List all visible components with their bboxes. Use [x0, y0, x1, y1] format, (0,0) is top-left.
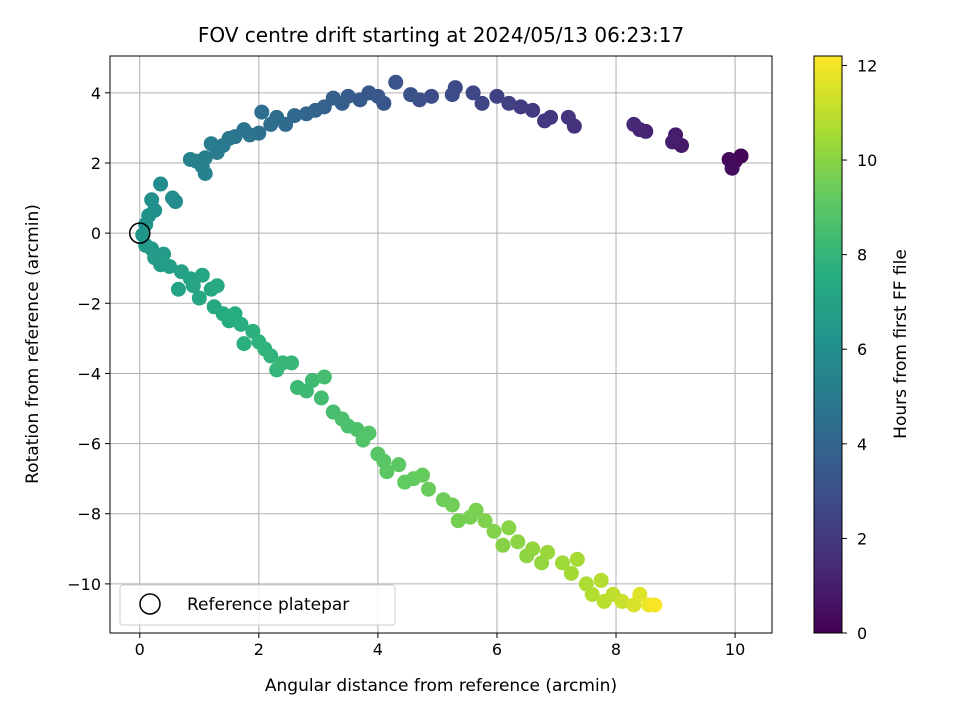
scatter-point: [540, 544, 556, 560]
x-axis-ticks: 0 2 4 6 8 10: [135, 633, 745, 659]
colorbar-ticks: 0 2 4 6 8 10 12: [842, 56, 877, 643]
scatter-points: [135, 74, 749, 613]
scatter-point: [352, 92, 368, 108]
legend-marker: [139, 593, 161, 615]
scatter-point: [423, 88, 439, 104]
colorbar-tick-label: 6: [857, 340, 867, 359]
scatter-point: [379, 464, 395, 480]
scatter-point: [361, 425, 377, 441]
x-axis-label: Angular distance from reference (arcmin): [265, 676, 617, 696]
scatter-point: [233, 316, 249, 332]
scatter-point: [477, 513, 493, 529]
scatter-point: [304, 372, 320, 388]
scatter-point: [537, 113, 553, 129]
scatter-point: [501, 95, 517, 111]
legend-entry-reference: Reference platepar: [187, 595, 349, 615]
scatter-point: [191, 290, 207, 306]
chart-title: FOV centre drift starting at 2024/05/13 …: [198, 23, 684, 47]
scatter-point: [626, 116, 642, 132]
y-tick-label: 0: [91, 224, 101, 243]
scatter-point: [209, 278, 225, 294]
scatter-point: [182, 151, 198, 167]
scatter-point: [525, 541, 541, 557]
scatter-point: [724, 160, 740, 176]
scatter-point: [486, 523, 502, 539]
scatter-point: [614, 593, 630, 609]
x-tick-label: 8: [611, 640, 621, 659]
scatter-point: [420, 481, 436, 497]
plot-frame: [109, 55, 773, 634]
colorbar: 0 2 4 6 8 10 12 Hours from first FF file: [813, 55, 911, 643]
colorbar-tick-label: 4: [857, 435, 867, 454]
scatter-point: [489, 88, 505, 104]
scatter-point: [510, 534, 526, 550]
reference-platepar-marker: [129, 222, 151, 244]
colorbar-tick-label: 8: [857, 246, 867, 265]
colorbar-tick-label: 2: [857, 529, 867, 548]
y-axis-ticks: −10 −8 −6 −4 −2 0 2 4: [67, 84, 110, 594]
scatter-point: [263, 116, 279, 132]
y-tick-label: 4: [91, 84, 101, 103]
scatter-point: [236, 336, 252, 352]
scatter-point: [468, 502, 484, 518]
scatter-point: [298, 106, 314, 122]
colorbar-label: Hours from first FF file: [891, 249, 911, 439]
scatter-point: [165, 190, 181, 206]
scatter-point: [197, 166, 213, 182]
colorbar-gradient: [813, 55, 843, 634]
scatter-point: [162, 258, 178, 274]
scatter-point: [203, 136, 219, 152]
scatter-point: [194, 267, 210, 283]
y-tick-label: −4: [77, 364, 101, 383]
scatter-point: [313, 390, 329, 406]
x-tick-label: 6: [492, 640, 502, 659]
scatter-point: [465, 85, 481, 101]
x-tick-label: 0: [135, 640, 145, 659]
scatter-point: [584, 586, 600, 602]
y-tick-label: −6: [77, 435, 101, 454]
scatter-point: [647, 597, 663, 613]
scatter-point: [665, 134, 681, 150]
scatter-point: [153, 176, 169, 192]
y-tick-label: −8: [77, 505, 101, 524]
colorbar-tick-label: 12: [857, 56, 877, 75]
scatter-point: [391, 457, 407, 473]
scatter-point: [474, 95, 490, 111]
scatter-point: [284, 355, 300, 371]
scatter-point: [632, 586, 648, 602]
y-tick-label: −2: [77, 294, 101, 313]
scatter-point: [501, 520, 517, 536]
scatter-point: [263, 348, 279, 364]
scatter-point: [554, 555, 570, 571]
y-tick-label: −10: [67, 575, 101, 594]
scatter-point: [513, 99, 529, 115]
scatter-point: [170, 281, 186, 297]
scatter-point: [185, 278, 201, 294]
scatter-point: [563, 565, 579, 581]
scatter-point: [388, 74, 404, 90]
legend: Reference platepar: [119, 584, 396, 626]
colorbar-tick-label: 10: [857, 151, 877, 170]
scatter-point: [254, 104, 270, 120]
scatter-point: [593, 572, 609, 588]
scatter-point: [403, 87, 419, 103]
scatter-point: [415, 467, 431, 483]
y-axis-label: Rotation from reference (arcmin): [23, 204, 43, 484]
scatter-point: [525, 102, 541, 118]
scatter-point: [444, 497, 460, 513]
scatter-point: [450, 513, 466, 529]
x-tick-label: 10: [725, 640, 745, 659]
scatter-point: [316, 369, 332, 385]
y-tick-label: 2: [91, 154, 101, 173]
x-tick-label: 2: [254, 640, 264, 659]
scatter-point: [560, 109, 576, 125]
scatter-point: [495, 537, 511, 553]
legend-box: [119, 584, 396, 626]
scatter-point: [569, 551, 585, 567]
scatter-point: [444, 87, 460, 103]
x-tick-label: 4: [373, 640, 383, 659]
colorbar-tick-label: 0: [857, 624, 867, 643]
